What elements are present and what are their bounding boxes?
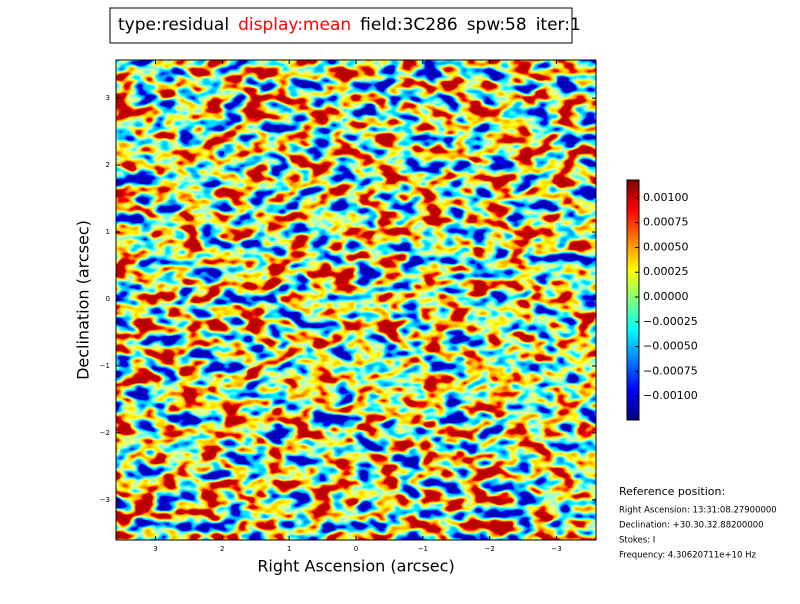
reference-line: Right Ascension: 13:31:08.27900000 [619, 506, 777, 516]
title: type:residual display:mean field:3C286 spw:… [118, 15, 581, 35]
title-box [109, 7, 573, 44]
colorbar-tick-label: −0.00025 [643, 315, 698, 328]
y-tick-label: −3 [100, 496, 110, 504]
x-tick-label: −3 [551, 545, 561, 553]
y-tick-label: 1 [106, 228, 110, 236]
x-tick-label: 3 [153, 545, 157, 553]
reference-line: Frequency: 4.30620711e+10 Hz [619, 551, 756, 561]
reference-info: Reference position: Right Ascension: 13:3… [619, 485, 777, 561]
x-tick-label: 2 [220, 545, 224, 553]
x-tick-label: −1 [418, 545, 428, 553]
title-part: spw:58 [467, 15, 527, 35]
y-tick-label: −1 [100, 362, 110, 370]
y-tick-label: 2 [106, 161, 110, 169]
y-axis-label: Declination (arcsec) [74, 220, 93, 380]
colorbar-tick-label: 0.00000 [643, 290, 689, 303]
colorbar-tick-label: 0.00025 [643, 265, 689, 278]
colorbar-tick-label: 0.00100 [643, 191, 689, 204]
colorbar-tick-label: −0.00050 [643, 340, 698, 353]
reference-heading: Reference position: [619, 485, 725, 498]
colorbar-tick-label: −0.00075 [643, 364, 698, 377]
y-tick-label: −2 [100, 429, 110, 437]
x-tick-label: 1 [287, 545, 291, 553]
colorbar-tick-label: 0.00050 [643, 240, 689, 253]
title-part: iter:1 [536, 15, 581, 35]
colorbar-tick-label: −0.00100 [643, 389, 698, 402]
title-part: field:3C286 [360, 15, 458, 35]
reference-line: Declination: +30.30.32.88200000 [619, 521, 764, 531]
x-tick-label: −2 [485, 545, 495, 553]
y-tick-label: 0 [106, 295, 110, 303]
y-tick-label: 3 [106, 94, 110, 102]
colorbar-tick-label: 0.00075 [643, 216, 689, 229]
title-part: type:residual [118, 15, 229, 35]
title-text: type:residual display:mean field:3C286 spw:… [118, 15, 581, 35]
reference-line: Stokes: I [619, 536, 655, 546]
x-axis-label: Right Ascension (arcsec) [257, 557, 454, 576]
title-part: display:mean [238, 15, 351, 35]
residual-image [116, 60, 596, 540]
x-tick-label: 0 [354, 545, 358, 553]
colorbar [626, 179, 640, 421]
